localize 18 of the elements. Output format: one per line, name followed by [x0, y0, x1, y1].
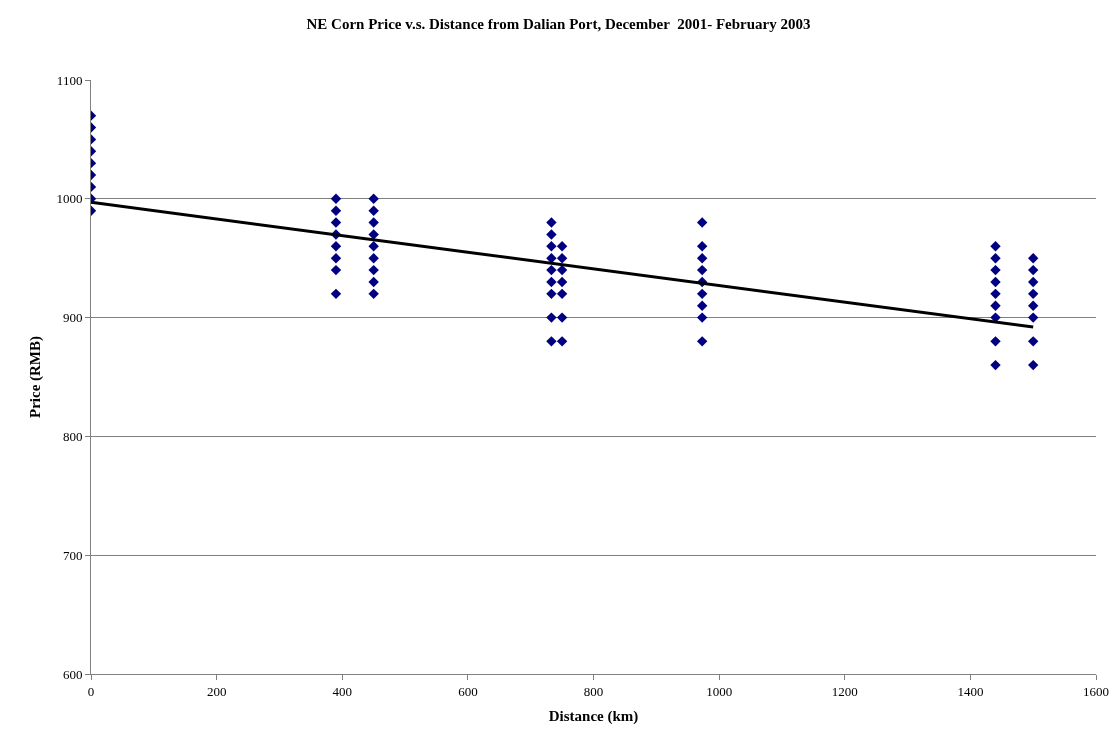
x-tick-label: 1200	[831, 683, 858, 699]
y-tick-label: 800	[62, 428, 83, 444]
y-tick-label: 900	[62, 310, 83, 326]
x-tick-label: 1000	[706, 683, 733, 699]
y-tick-label: 600	[62, 666, 83, 682]
y-axis-title: Price (RMB)	[26, 335, 44, 419]
y-tick-label: 1000	[56, 191, 83, 207]
y-tick-label: 1100	[56, 72, 83, 88]
x-tick-label: 1400	[957, 683, 984, 699]
x-tick-label: 600	[458, 683, 478, 699]
chart-title: NE Corn Price v.s. Distance from Dalian Port, December 2001- February 2003	[306, 16, 811, 33]
x-tick-label: 1600	[1083, 683, 1109, 699]
x-tick-label: 0	[87, 683, 95, 699]
x-tick-label: 800	[583, 683, 604, 699]
x-tick-label: 200	[206, 683, 227, 699]
x-axis-title: Distance (km)	[548, 707, 639, 725]
x-tick-label: 400	[332, 683, 352, 699]
y-tick-label: 700	[62, 547, 83, 563]
